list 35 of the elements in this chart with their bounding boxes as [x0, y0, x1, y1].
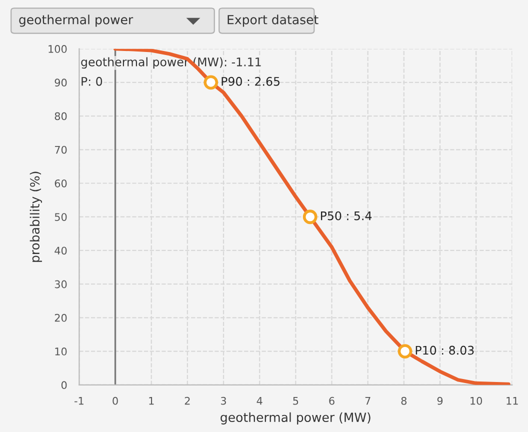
x-tick-label: 6 — [329, 396, 334, 405]
x-tick-label: 9 — [437, 396, 443, 405]
x-tick-label: 4 — [256, 397, 262, 405]
y-axis-title: probability (%) — [30, 172, 42, 262]
y-tick-label: 30 — [54, 280, 67, 288]
y-tick-label: 80 — [54, 112, 67, 120]
annotation: P: 0 — [82, 76, 102, 86]
y-tick-label: 100 — [48, 45, 67, 53]
x-tick-label: 1 — [149, 397, 154, 405]
point — [302, 210, 318, 224]
x-tick-label: 5 — [293, 397, 298, 405]
y-tick-label: 20 — [54, 314, 67, 322]
y-tick-label: 60 — [54, 179, 67, 188]
y-tick-label: 0 — [61, 381, 67, 390]
x-tick-label: 2 — [184, 396, 190, 405]
x-tick-label: 11 — [506, 397, 518, 405]
annotation: P90 : 2.65 — [222, 76, 280, 86]
annotation: P10 : 8.03 — [416, 346, 474, 355]
y-tick-label: 50 — [54, 213, 67, 221]
point — [398, 344, 412, 359]
text: Export dataset — [228, 14, 318, 27]
y-tick-label: 70 — [54, 146, 67, 154]
y-tick-label: 40 — [54, 246, 67, 255]
y-tick-label: 10 — [55, 348, 67, 356]
y-tick-label: 90 — [54, 78, 67, 87]
x-tick-label: 10 — [470, 396, 482, 405]
x-tick-label: 3 — [221, 396, 226, 405]
annotation: P50 : 5.4 — [320, 211, 372, 220]
x-tick-label: 7 — [365, 397, 370, 405]
text: geothermal power — [19, 14, 134, 27]
x-tick-label: -1 — [74, 397, 84, 405]
x-tick-label: 8 — [401, 396, 407, 405]
point — [204, 75, 218, 90]
x-axis-title: geothermal power (MW) — [220, 412, 370, 424]
x-tick-label: 0 — [112, 396, 118, 405]
